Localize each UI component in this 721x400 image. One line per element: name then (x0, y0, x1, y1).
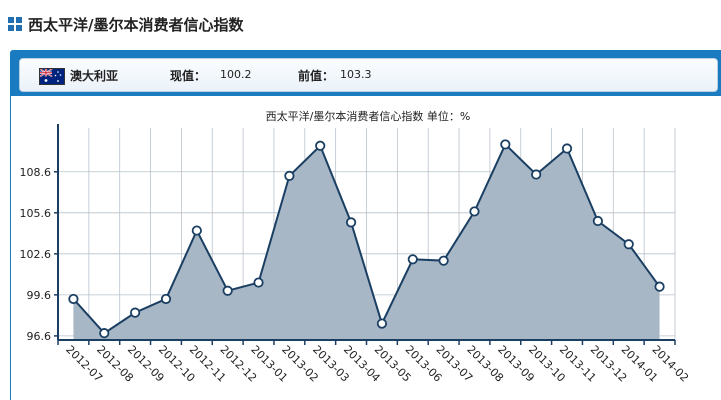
y-tick-label: 96.6 (27, 330, 52, 343)
data-point (222, 285, 233, 296)
data-point (469, 206, 480, 217)
data-point (130, 307, 141, 318)
data-point (68, 293, 79, 305)
data-point (160, 293, 172, 305)
data-point (531, 169, 542, 180)
y-tick-label: 108.6 (20, 166, 52, 179)
data-point (253, 277, 264, 288)
chart-svg: 西太平洋/墨尔本消费者信心指数 单位：% 96.6 99.6 102.6 105.6 1… (20, 109, 692, 385)
data-point (99, 328, 110, 339)
data-point (500, 139, 511, 150)
data-point (561, 143, 573, 154)
series-area (73, 144, 660, 340)
country-name: 澳大利亚 (70, 69, 119, 83)
y-tick-label: 102.6 (20, 248, 52, 261)
data-point (315, 140, 326, 151)
data-point (654, 281, 665, 292)
series-line (72, 142, 661, 335)
data-point (407, 254, 418, 265)
data-point (592, 215, 603, 227)
page-title: 西太平洋/墨尔本消费者信心指数 (28, 16, 244, 34)
data-point (623, 239, 634, 250)
data-point (376, 318, 388, 329)
chart-area: 西太平洋/墨尔本消费者信心指数 单位：% 96.6 99.6 102.6 105.6 1… (10, 96, 721, 400)
page-header: 西太平洋/墨尔本消费者信心指数 (0, 0, 721, 50)
data-point (284, 170, 295, 181)
y-tick-label: 99.6 (27, 289, 52, 302)
data-point (191, 225, 202, 236)
australia-flag-icon (39, 68, 65, 85)
previous-value-label: 前值： (298, 69, 335, 83)
data-point (345, 217, 357, 228)
current-value: 100.2 (220, 68, 252, 81)
grid-icon (8, 17, 22, 31)
info-bar: 澳大利亚 现值： 100.2 前值： 103.3 (19, 58, 718, 92)
y-tick-label: 105.6 (20, 207, 52, 220)
previous-value: 103.3 (340, 68, 372, 81)
current-value-label: 现值： (170, 69, 207, 83)
data-point (438, 255, 449, 266)
chart-title: 西太平洋/墨尔本消费者信心指数 单位：% (266, 109, 471, 123)
